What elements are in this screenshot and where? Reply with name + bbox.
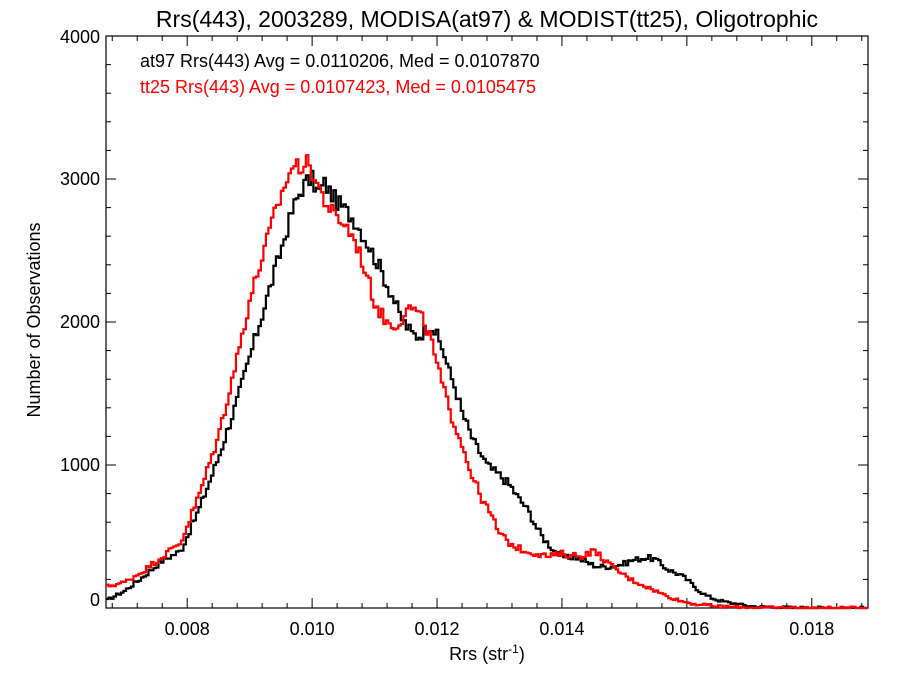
x-tick-label: 0.008 — [165, 619, 210, 639]
y-tick-label: 3000 — [60, 169, 100, 189]
x-tick-label: 0.014 — [539, 619, 584, 639]
series-lines — [106, 154, 868, 610]
y-tick-label: 0 — [90, 590, 100, 610]
axes: 0.008 0.010 0.012 0.014 0.016 0.018 0 1000 2000 3… — [60, 27, 869, 639]
y-axis-label: Number of Observations — [24, 222, 44, 417]
series-tt25-line — [106, 154, 868, 610]
x-tick-label: 0.016 — [664, 619, 709, 639]
chart-title: Rrs(443), 2003289, MODISA(at97) & MODIST… — [156, 6, 818, 32]
x-axis-label-main: Rrs (str — [449, 644, 508, 664]
y-tick-label: 4000 — [60, 27, 100, 47]
stats-annotation-tt25: tt25 Rrs(443) Avg = 0.0107423, Med = 0.0… — [140, 77, 536, 97]
x-tick-label: 0.010 — [290, 619, 335, 639]
plot-frame — [105, 35, 869, 609]
y-tick-label: 1000 — [60, 455, 100, 475]
x-tick-label: 0.018 — [789, 619, 834, 639]
x-axis-label: Rrs (str-1) — [449, 642, 525, 664]
y-tick-label: 2000 — [60, 312, 100, 332]
x-axis-label-superscript: -1 — [508, 642, 519, 656]
stats-annotation-at97: at97 Rrs(443) Avg = 0.0110206, Med = 0.0… — [140, 51, 540, 71]
x-axis-label-close: ) — [519, 644, 525, 664]
series-at97-line — [106, 169, 868, 610]
x-tick-label: 0.012 — [415, 619, 460, 639]
